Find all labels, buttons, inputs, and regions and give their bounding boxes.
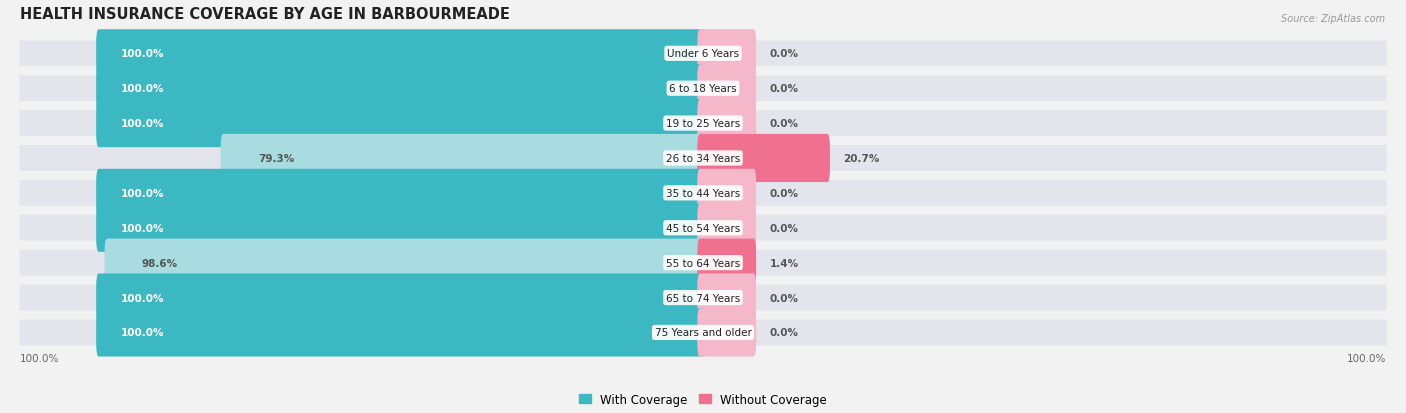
- FancyBboxPatch shape: [20, 250, 1386, 276]
- FancyBboxPatch shape: [697, 204, 756, 252]
- FancyBboxPatch shape: [20, 76, 1386, 102]
- Text: 100.0%: 100.0%: [121, 293, 165, 303]
- Text: 100.0%: 100.0%: [20, 353, 59, 363]
- Text: 19 to 25 Years: 19 to 25 Years: [666, 119, 740, 129]
- Text: 100.0%: 100.0%: [121, 119, 165, 129]
- FancyBboxPatch shape: [697, 100, 756, 148]
- FancyBboxPatch shape: [697, 135, 830, 183]
- FancyBboxPatch shape: [96, 100, 706, 148]
- Text: 0.0%: 0.0%: [769, 49, 799, 59]
- Text: 100.0%: 100.0%: [121, 223, 165, 233]
- Text: 100.0%: 100.0%: [1347, 353, 1386, 363]
- Text: 100.0%: 100.0%: [121, 49, 165, 59]
- FancyBboxPatch shape: [697, 309, 756, 357]
- FancyBboxPatch shape: [20, 320, 1386, 346]
- FancyBboxPatch shape: [20, 111, 1386, 137]
- Text: 0.0%: 0.0%: [769, 293, 799, 303]
- FancyBboxPatch shape: [697, 30, 756, 78]
- FancyBboxPatch shape: [96, 65, 706, 113]
- FancyBboxPatch shape: [96, 30, 706, 78]
- FancyBboxPatch shape: [20, 41, 1386, 67]
- Text: 79.3%: 79.3%: [257, 154, 294, 164]
- Legend: With Coverage, Without Coverage: With Coverage, Without Coverage: [574, 388, 832, 410]
- FancyBboxPatch shape: [697, 274, 756, 322]
- Text: Under 6 Years: Under 6 Years: [666, 49, 740, 59]
- Text: 100.0%: 100.0%: [121, 188, 165, 198]
- FancyBboxPatch shape: [20, 180, 1386, 206]
- FancyBboxPatch shape: [20, 146, 1386, 171]
- Text: 45 to 54 Years: 45 to 54 Years: [666, 223, 740, 233]
- Text: 0.0%: 0.0%: [769, 223, 799, 233]
- FancyBboxPatch shape: [96, 274, 706, 322]
- FancyBboxPatch shape: [20, 285, 1386, 311]
- Text: 98.6%: 98.6%: [142, 258, 179, 268]
- Text: 35 to 44 Years: 35 to 44 Years: [666, 188, 740, 198]
- FancyBboxPatch shape: [697, 239, 756, 287]
- Text: 65 to 74 Years: 65 to 74 Years: [666, 293, 740, 303]
- Text: 0.0%: 0.0%: [769, 188, 799, 198]
- Text: 20.7%: 20.7%: [844, 154, 880, 164]
- FancyBboxPatch shape: [221, 135, 706, 183]
- FancyBboxPatch shape: [96, 309, 706, 357]
- Text: 0.0%: 0.0%: [769, 328, 799, 337]
- Text: 1.4%: 1.4%: [769, 258, 799, 268]
- Text: 26 to 34 Years: 26 to 34 Years: [666, 154, 740, 164]
- FancyBboxPatch shape: [697, 65, 756, 113]
- Text: 75 Years and older: 75 Years and older: [655, 328, 751, 337]
- Text: 100.0%: 100.0%: [121, 328, 165, 337]
- FancyBboxPatch shape: [697, 169, 756, 217]
- FancyBboxPatch shape: [104, 239, 706, 287]
- Text: 55 to 64 Years: 55 to 64 Years: [666, 258, 740, 268]
- Text: 0.0%: 0.0%: [769, 119, 799, 129]
- Text: 0.0%: 0.0%: [769, 84, 799, 94]
- Text: 100.0%: 100.0%: [121, 84, 165, 94]
- Text: Source: ZipAtlas.com: Source: ZipAtlas.com: [1281, 14, 1385, 24]
- Text: HEALTH INSURANCE COVERAGE BY AGE IN BARBOURMEADE: HEALTH INSURANCE COVERAGE BY AGE IN BARB…: [20, 7, 509, 22]
- FancyBboxPatch shape: [96, 204, 706, 252]
- Text: 6 to 18 Years: 6 to 18 Years: [669, 84, 737, 94]
- FancyBboxPatch shape: [20, 215, 1386, 241]
- FancyBboxPatch shape: [96, 169, 706, 217]
